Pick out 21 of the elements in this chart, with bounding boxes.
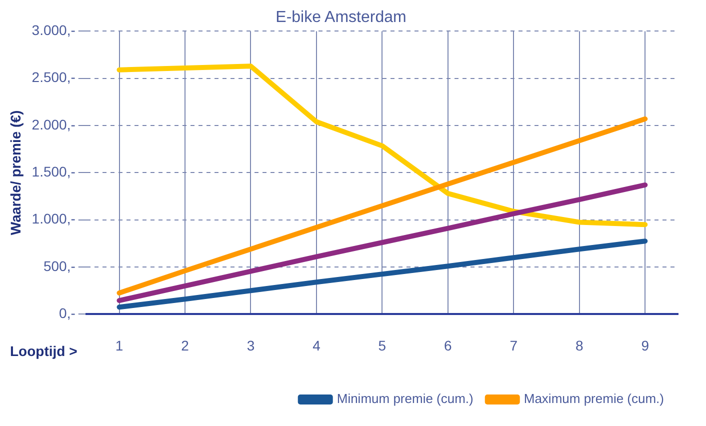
- x-tick-label: 5: [378, 337, 386, 354]
- x-axis-title: Looptijd >: [10, 343, 78, 360]
- x-tick-label: 3: [246, 337, 255, 354]
- y-tick-label: 3.000,-: [32, 22, 76, 38]
- x-tick-label: 1: [115, 337, 124, 354]
- x-tick-label: 4: [312, 337, 321, 354]
- chart-title: E-bike Amsterdam: [276, 9, 406, 26]
- y-tick-label: 1.500,-: [32, 164, 76, 180]
- y-tick-label: 2.500,-: [32, 69, 76, 86]
- x-tick-label: 6: [444, 337, 452, 354]
- x-tick-label: 8: [576, 337, 584, 354]
- x-tick-label: 2: [181, 337, 190, 354]
- legend-label: Minimum premie (cum.): [336, 391, 474, 406]
- x-tick-label: 9: [641, 337, 650, 354]
- legend-label: Maximum premie (cum.): [524, 391, 664, 406]
- y-tick-label: 2.000,-: [32, 116, 76, 132]
- y-tick-label: 500,-: [43, 258, 76, 274]
- x-tick-label: 7: [510, 337, 518, 354]
- y-tick-label: 0,-: [59, 305, 76, 322]
- y-axis-title: Waarde/ premie (€): [7, 110, 24, 236]
- y-tick-label: 1.000,-: [32, 210, 76, 227]
